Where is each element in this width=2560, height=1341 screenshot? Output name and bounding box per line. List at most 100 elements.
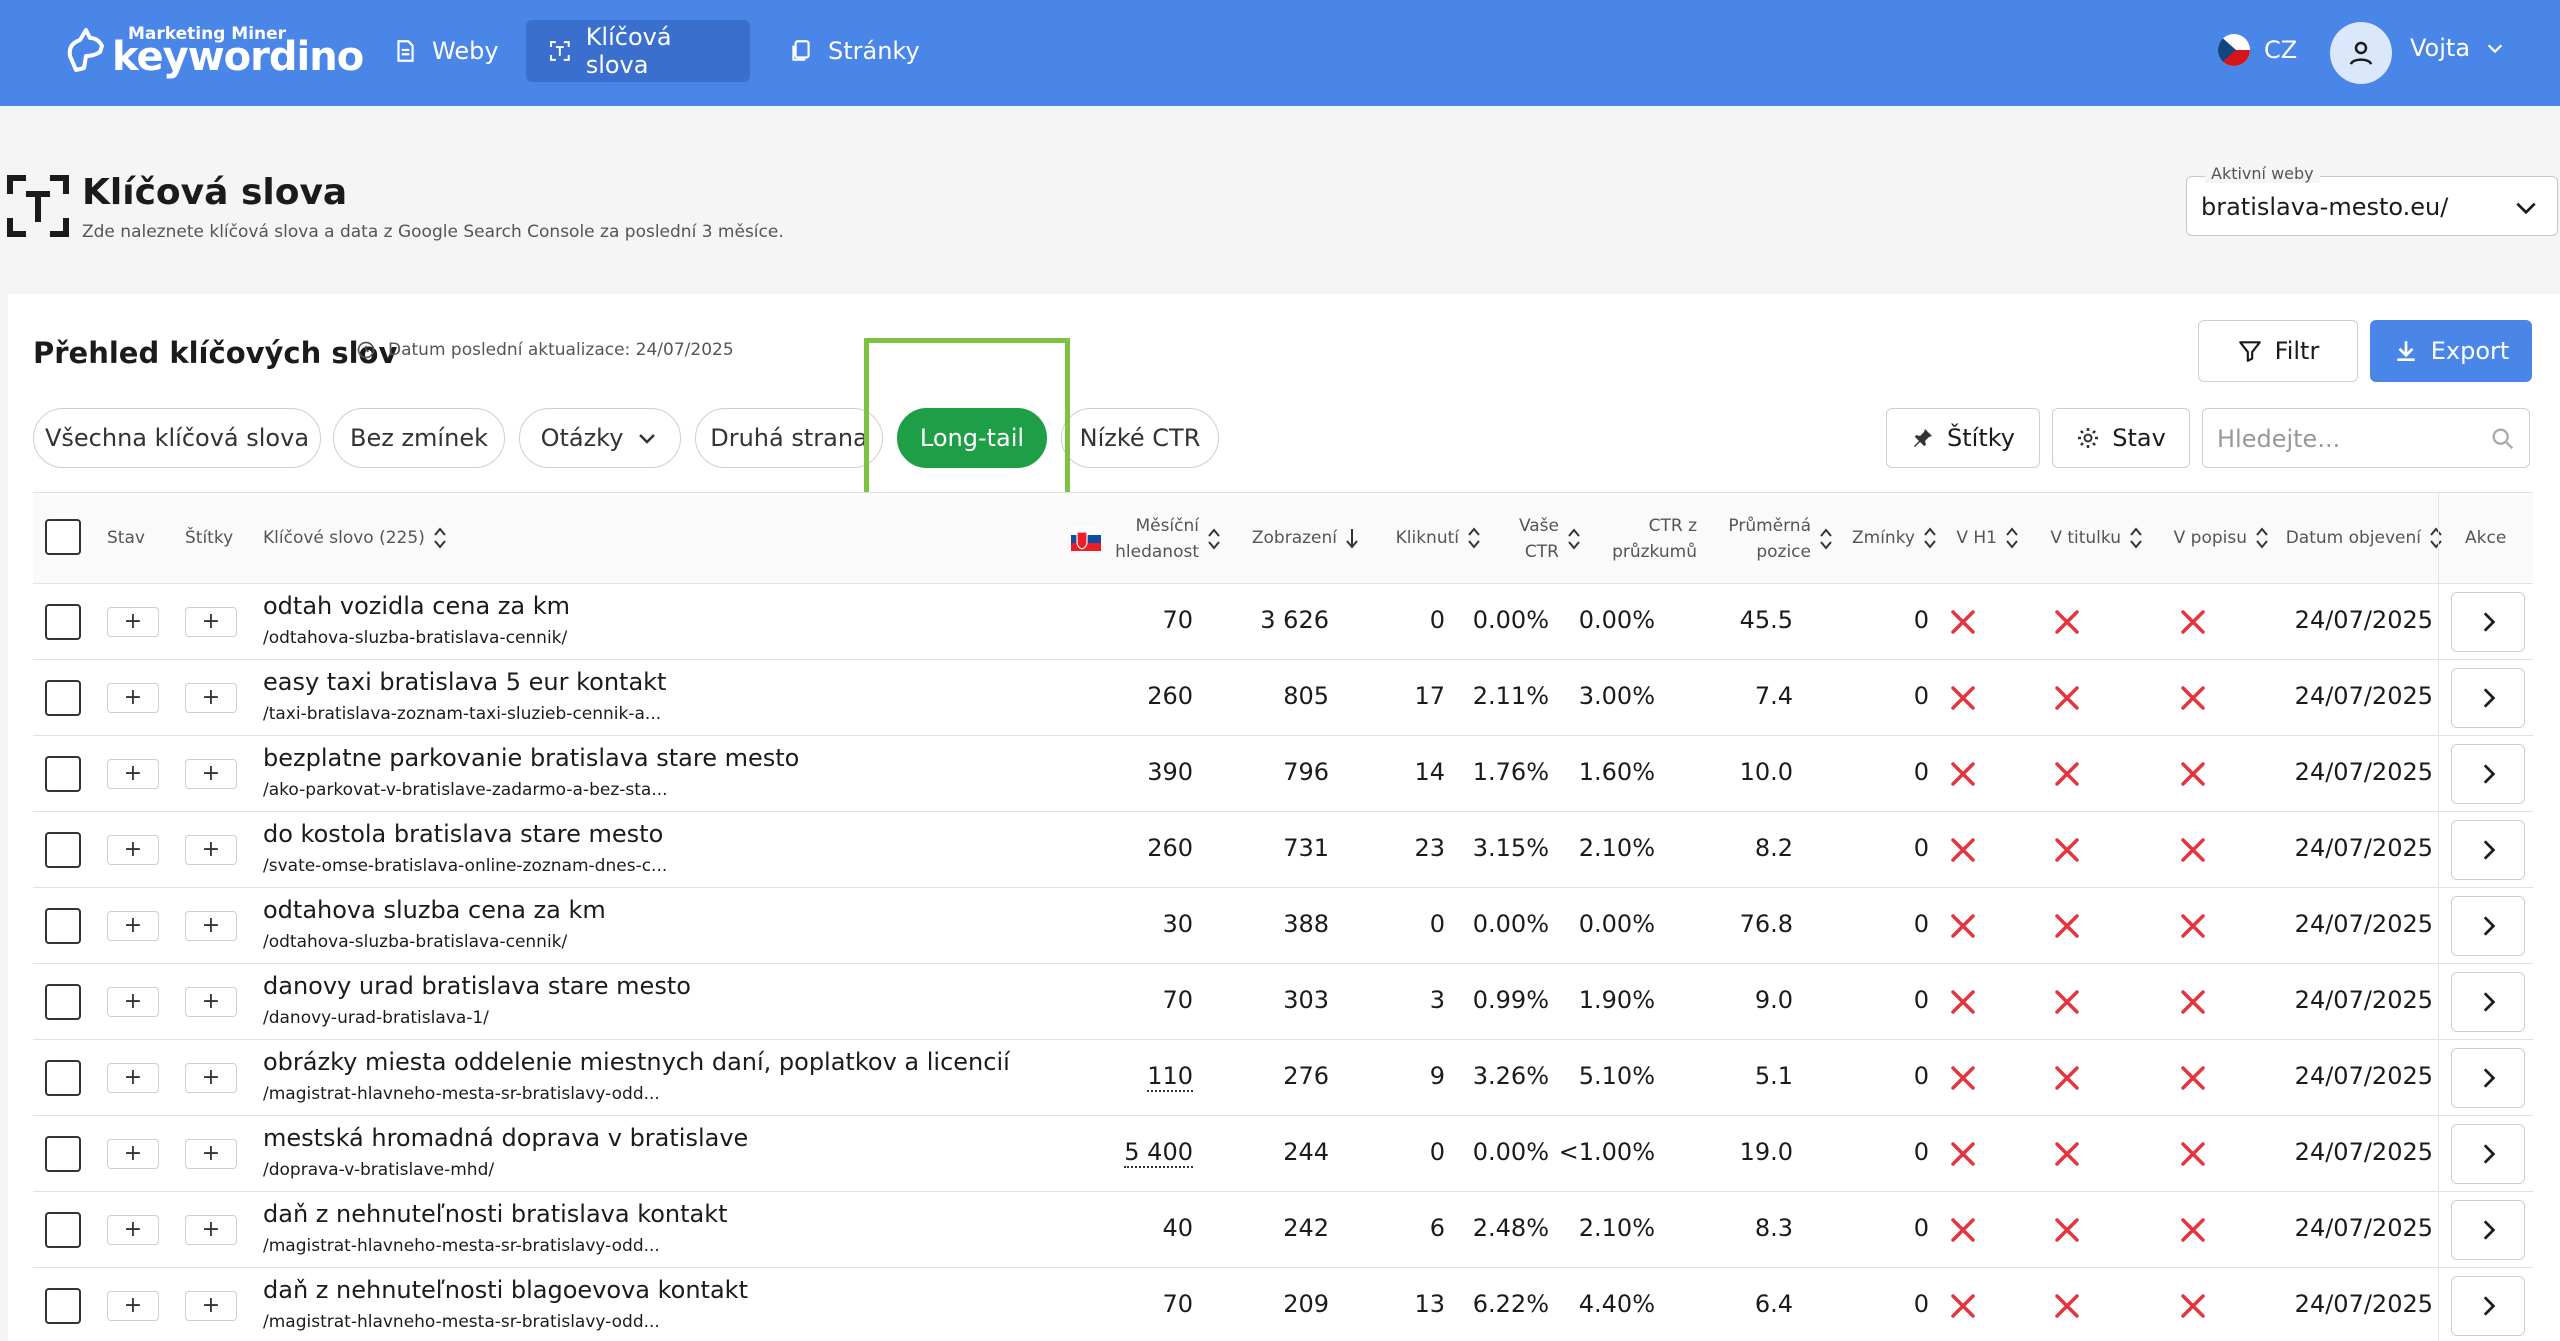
tab-label: Bez zmínek xyxy=(350,424,488,452)
nav-klicova-slova[interactable]: Klíčová slova xyxy=(526,20,750,82)
add-tag-button[interactable]: + xyxy=(185,607,237,637)
row-detail-button[interactable] xyxy=(2451,1124,2525,1184)
tab-no-mentions[interactable]: Bez zmínek xyxy=(333,408,505,468)
row-detail-button[interactable] xyxy=(2451,592,2525,652)
add-tag-button[interactable]: + xyxy=(185,1063,237,1093)
col-h1[interactable]: V H1 xyxy=(1923,525,2019,551)
state-button[interactable]: Stav xyxy=(2052,408,2190,468)
row-detail-button[interactable] xyxy=(2451,1200,2525,1260)
row-checkbox[interactable] xyxy=(45,1288,81,1324)
col-keyword[interactable]: Klíčové slovo (225) xyxy=(263,525,447,551)
row-checkbox[interactable] xyxy=(45,984,81,1020)
add-state-button[interactable]: + xyxy=(107,835,159,865)
col-found[interactable]: Datum objevení xyxy=(2253,525,2443,551)
table-header: Stav Štítky Klíčové slovo (225) Měsíční … xyxy=(33,492,2533,584)
row-detail-button[interactable] xyxy=(2451,1048,2525,1108)
chevron-right-icon xyxy=(2483,764,2496,784)
col-mentions[interactable]: Zmínky xyxy=(1817,525,1937,551)
add-state-button[interactable]: + xyxy=(107,911,159,941)
keyword-url[interactable]: /danovy-urad-bratislava-1/ xyxy=(263,1008,489,1028)
search-input[interactable] xyxy=(2217,423,2477,455)
user-menu[interactable]: Vojta xyxy=(2410,34,2506,62)
col-ctr-survey: CTR z průzkumů xyxy=(1573,513,1697,565)
add-tag-button[interactable]: + xyxy=(185,759,237,789)
add-state-button[interactable]: + xyxy=(107,683,159,713)
col-avg-pos[interactable]: Průměrná pozice xyxy=(1693,513,1833,565)
search-box[interactable] xyxy=(2202,408,2530,468)
add-state-button[interactable]: + xyxy=(107,1139,159,1169)
filter-button[interactable]: Filtr xyxy=(2198,320,2358,382)
row-checkbox[interactable] xyxy=(45,1060,81,1096)
language-switch[interactable]: CZ xyxy=(2218,34,2297,66)
add-tag-button[interactable]: + xyxy=(185,987,237,1017)
last-update-text: Datum poslední aktualizace: 24/07/2025 xyxy=(388,340,734,360)
keyword-url[interactable]: /magistrat-hlavneho-mesta-sr-bratislavy-… xyxy=(263,1312,660,1332)
col-impressions-label: Zobrazení xyxy=(1251,528,1337,548)
tab-low-ctr[interactable]: Nízké CTR xyxy=(1061,408,1219,468)
export-button[interactable]: Export xyxy=(2370,320,2532,382)
add-tag-button[interactable]: + xyxy=(185,1291,237,1321)
monthly-volume: 390 xyxy=(1147,758,1193,786)
mentions-value: 0 xyxy=(1913,682,1929,710)
tab-questions[interactable]: Otázky xyxy=(519,408,681,468)
last-update: Datum poslední aktualizace: 24/07/2025 xyxy=(356,340,734,360)
tags-button[interactable]: Štítky xyxy=(1886,408,2040,468)
nav-weby[interactable]: Weby xyxy=(370,20,521,82)
row-checkbox[interactable] xyxy=(45,1136,81,1172)
add-state-button[interactable]: + xyxy=(107,1063,159,1093)
tab-all-keywords[interactable]: Všechna klíčová slova xyxy=(33,408,321,468)
col-ctr[interactable]: Vaše CTR xyxy=(1473,513,1581,565)
row-detail-button[interactable] xyxy=(2451,668,2525,728)
col-clicks[interactable]: Kliknutí xyxy=(1351,525,1481,551)
add-tag-button[interactable]: + xyxy=(185,1215,237,1245)
row-checkbox[interactable] xyxy=(45,756,81,792)
col-monthly[interactable]: Měsíční hledanost xyxy=(1039,513,1221,565)
logo[interactable]: Marketing Miner keywordino xyxy=(64,22,364,82)
cross-icon xyxy=(2179,988,2207,1016)
keyword-url[interactable]: /svate-omse-bratislava-online-zoznam-dne… xyxy=(263,856,668,876)
mentions-value: 0 xyxy=(1913,1138,1929,1166)
keyword-url[interactable]: /odtahova-sluzba-bratislava-cennik/ xyxy=(263,628,568,648)
col-desc[interactable]: V popisu xyxy=(2133,525,2269,551)
monthly-volume: 110 xyxy=(1147,1062,1193,1092)
row-detail-button[interactable] xyxy=(2451,1276,2525,1336)
add-tag-button[interactable]: + xyxy=(185,835,237,865)
row-detail-button[interactable] xyxy=(2451,744,2525,804)
tab-second-page[interactable]: Druhá strana xyxy=(695,408,883,468)
keyword-url[interactable]: /ako-parkovat-v-bratislave-zadarmo-a-bez… xyxy=(263,780,668,800)
add-state-button[interactable]: + xyxy=(107,1215,159,1245)
col-impressions[interactable]: Zobrazení xyxy=(1211,525,1359,551)
keyword-url[interactable]: /odtahova-sluzba-bratislava-cennik/ xyxy=(263,932,568,952)
add-state-button[interactable]: + xyxy=(107,607,159,637)
clicks-value: 6 xyxy=(1429,1214,1445,1242)
add-state-button[interactable]: + xyxy=(107,1291,159,1321)
keyword-url[interactable]: /magistrat-hlavneho-mesta-sr-bratislavy-… xyxy=(263,1236,660,1256)
cross-icon xyxy=(1949,988,1977,1016)
add-tag-button[interactable]: + xyxy=(185,683,237,713)
row-checkbox[interactable] xyxy=(45,604,81,640)
clicks-value: 23 xyxy=(1414,834,1445,862)
row-checkbox[interactable] xyxy=(45,908,81,944)
row-detail-button[interactable] xyxy=(2451,820,2525,880)
add-state-button[interactable]: + xyxy=(107,759,159,789)
chevron-down-icon xyxy=(2516,202,2536,215)
table-row: + + danovy urad bratislava stare mesto/dan… xyxy=(33,964,2533,1040)
avatar[interactable] xyxy=(2330,22,2392,84)
row-detail-button[interactable] xyxy=(2451,972,2525,1032)
keyword-url[interactable]: /doprava-v-bratislave-mhd/ xyxy=(263,1160,495,1180)
add-tag-button[interactable]: + xyxy=(185,1139,237,1169)
active-web-select[interactable]: Aktivní weby bratislava-mesto.eu/ xyxy=(2186,164,2558,236)
row-checkbox[interactable] xyxy=(45,680,81,716)
add-state-button[interactable]: + xyxy=(107,987,159,1017)
add-tag-button[interactable]: + xyxy=(185,911,237,941)
col-title[interactable]: V titulku xyxy=(2013,525,2143,551)
language-label: CZ xyxy=(2264,36,2298,64)
tab-long-tail[interactable]: Long-tail xyxy=(897,408,1047,468)
row-checkbox[interactable] xyxy=(45,832,81,868)
keyword-url[interactable]: /magistrat-hlavneho-mesta-sr-bratislavy-… xyxy=(263,1084,660,1104)
row-detail-button[interactable] xyxy=(2451,896,2525,956)
select-all-checkbox[interactable] xyxy=(45,519,81,555)
row-checkbox[interactable] xyxy=(45,1212,81,1248)
keyword-url[interactable]: /taxi-bratislava-zoznam-taxi-sluzieb-cen… xyxy=(263,704,662,724)
nav-stranky[interactable]: Stránky xyxy=(766,20,942,82)
